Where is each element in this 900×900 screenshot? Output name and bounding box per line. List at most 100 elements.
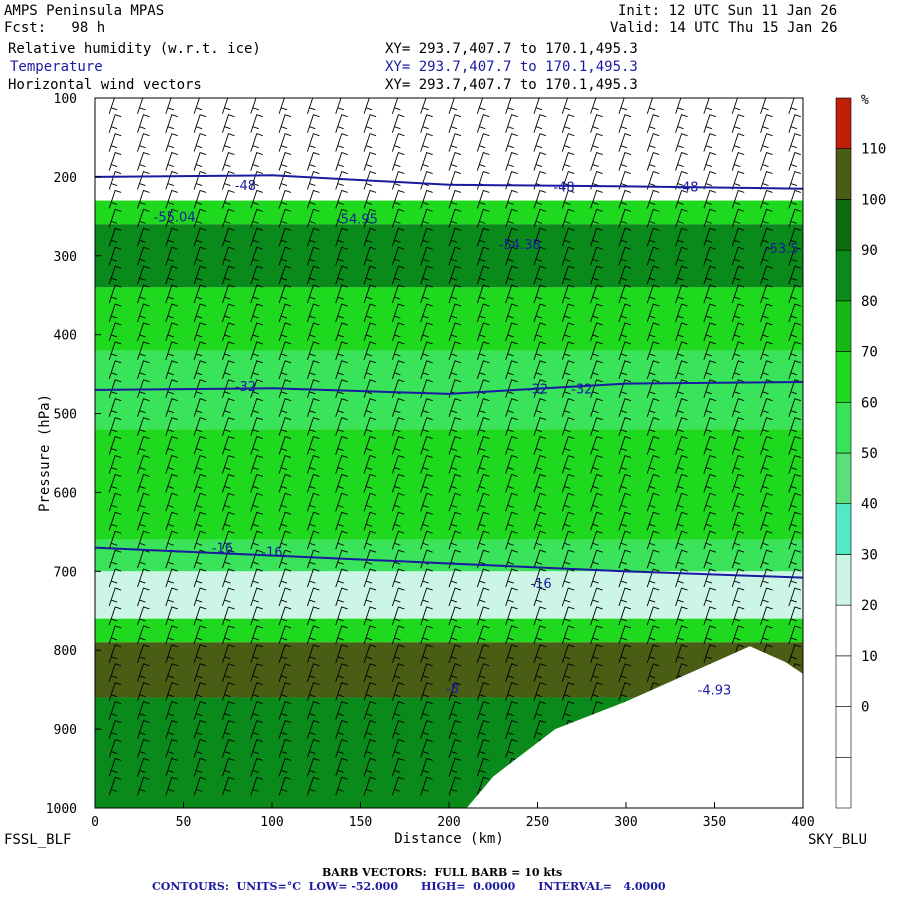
wind-barb: [505, 322, 518, 342]
wind-barb: [391, 625, 405, 645]
wind-barb: [448, 208, 462, 228]
wind-barb: [335, 644, 348, 663]
wind-barb: [703, 246, 717, 266]
wind-barb: [222, 625, 235, 645]
wind-barb: [703, 303, 717, 323]
wind-barb: [165, 701, 178, 720]
wind-barb: [363, 303, 377, 323]
field-label-rh: Relative humidity (w.r.t. ice): [8, 41, 261, 57]
wind-barb: [193, 720, 207, 739]
wind-barb: [448, 606, 462, 626]
wind-barb: [590, 133, 603, 152]
wind-barb: [306, 606, 320, 626]
wind-barb: [222, 398, 235, 417]
wind-barb: [306, 417, 320, 436]
wind-barb: [646, 133, 660, 152]
wind-barb: [448, 587, 462, 607]
wind-barb: [250, 379, 263, 398]
wind-barb: [476, 757, 490, 777]
wind-barb: [590, 530, 603, 550]
y-tick-label: 1000: [46, 802, 77, 817]
colorbar-tick-label: 100: [861, 192, 886, 208]
wind-barb: [193, 530, 207, 550]
wind-barb: [703, 492, 717, 512]
wind-barb: [391, 189, 405, 209]
init-time: Init: 12 UTC Sun 11 Jan 26: [618, 3, 838, 19]
wind-barb: [731, 606, 745, 626]
wind-barb: [675, 114, 688, 133]
wind-barb: [476, 720, 490, 739]
wind-barb: [561, 454, 575, 474]
rh-band-5: [95, 429, 803, 540]
wind-barb: [788, 303, 801, 323]
rh-band-2: [95, 224, 803, 288]
colorbar-swatch: [835, 706, 852, 758]
wind-barb: [646, 454, 660, 474]
wind-barb: [703, 114, 717, 133]
wind-barb: [731, 549, 745, 569]
wind-barb: [731, 379, 745, 398]
wind-barb: [590, 511, 603, 531]
wind-barb: [165, 682, 178, 701]
wind-barb: [165, 170, 178, 190]
wind-barb: [618, 511, 632, 531]
wind-barb: [137, 606, 150, 626]
wind-barb: [278, 701, 292, 720]
wind-barb: [278, 511, 292, 531]
wind-barb: [476, 454, 490, 474]
wind-barb: [137, 98, 150, 114]
wind-barb: [561, 530, 575, 550]
wind-barb: [420, 644, 433, 663]
wind-barb: [108, 246, 122, 266]
wind-barb: [618, 322, 632, 342]
wind-barb: [250, 114, 263, 133]
wind-barb: [760, 417, 773, 436]
wind-barb: [278, 246, 292, 266]
wind-barb: [533, 511, 547, 531]
wind-barb: [306, 360, 320, 379]
wind-barb: [590, 663, 603, 682]
wind-barb: [222, 682, 235, 701]
wind-barb: [278, 170, 292, 190]
wind-barb: [108, 303, 122, 323]
wind-barb: [306, 133, 320, 152]
wind-barb: [476, 360, 490, 379]
wind-barb: [448, 436, 462, 455]
wind-barb: [505, 720, 518, 739]
wind-barb: [420, 133, 433, 152]
wind-barb: [193, 227, 207, 247]
wind-barb: [731, 322, 745, 342]
wind-barb: [391, 663, 405, 682]
wind-barb: [476, 549, 490, 569]
wind-barb: [335, 208, 348, 228]
wind-barb: [193, 492, 207, 512]
wind-barb: [505, 398, 518, 417]
wind-barb: [391, 738, 405, 758]
wind-barb: [306, 398, 320, 417]
wind-barb: [448, 625, 462, 645]
wind-barb: [561, 379, 575, 398]
wind-barb: [250, 757, 263, 777]
wind-barb: [137, 303, 150, 323]
wind-barb: [363, 398, 377, 417]
wind-barb: [420, 682, 433, 701]
wind-barb: [760, 303, 773, 323]
wind-barb: [675, 379, 688, 398]
wind-barb: [137, 568, 150, 588]
wind-barb: [618, 341, 632, 361]
wind-barb: [448, 398, 462, 417]
wind-barb: [675, 341, 688, 361]
wind-barb: [108, 757, 122, 777]
wind-barb: [618, 152, 632, 171]
wind-barb: [731, 398, 745, 417]
wind-barb: [590, 587, 603, 607]
wind-barb: [561, 152, 575, 171]
wind-barb: [193, 360, 207, 379]
wind-barb: [306, 341, 320, 361]
wind-barb: [703, 152, 717, 171]
wind-barb: [731, 568, 745, 588]
wind-barb: [222, 246, 235, 266]
wind-barb: [278, 303, 292, 323]
wind-barb: [137, 152, 150, 171]
wind-barb: [561, 246, 575, 266]
